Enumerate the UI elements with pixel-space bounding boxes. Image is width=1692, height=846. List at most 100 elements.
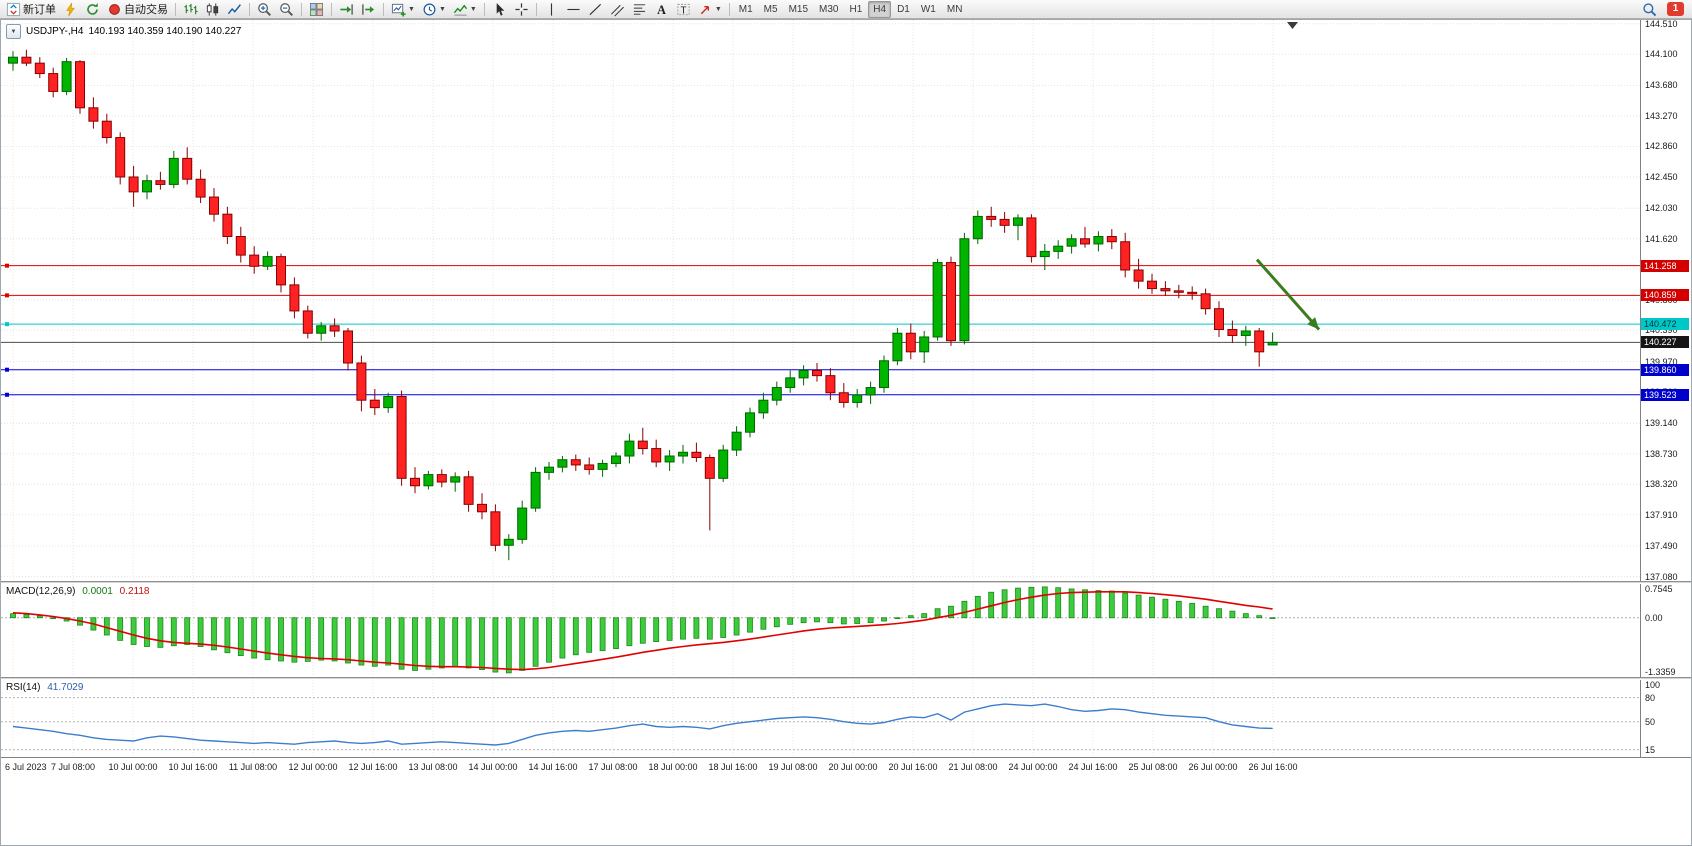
tile-windows-button[interactable] bbox=[306, 0, 327, 19]
panel-splitter[interactable] bbox=[1, 677, 1691, 680]
macd-indicator-label: MACD(12,26,9) 0.0001 0.2118 bbox=[6, 586, 149, 597]
time-axis: 6 Jul 2023 7 Jul 08:00 10 Jul 00:00 10 Jul … bbox=[1, 757, 1691, 778]
text-tool-button[interactable]: A bbox=[651, 0, 672, 19]
new-order-button[interactable]: 新订单 bbox=[3, 0, 59, 19]
profiles-button[interactable]: ▼ bbox=[419, 0, 449, 19]
textT-icon: T bbox=[676, 2, 691, 17]
crosshair-icon bbox=[514, 2, 529, 17]
one-click-trading-toggle[interactable]: ▼ bbox=[6, 24, 21, 39]
price-level-badge: 140.859 bbox=[1641, 289, 1689, 302]
toolbar-right-group: 1 bbox=[1639, 0, 1689, 19]
cursor-mode-button[interactable] bbox=[489, 0, 510, 19]
auto-trading-button[interactable]: 自动交易 bbox=[104, 0, 171, 19]
svg-text:A: A bbox=[657, 3, 666, 17]
time-tick-label: 14 Jul 00:00 bbox=[468, 762, 518, 772]
main-toolbar: 新订单 自动交易 ▼ ▼ ▼ A T ▼ M1 M5 M15 M30 H1 H4 D1 W1 MN 1 bbox=[0, 0, 1692, 19]
order-icon bbox=[6, 2, 21, 17]
indicators-list-button[interactable]: ▼ bbox=[450, 0, 480, 19]
vertical-line-tool-button[interactable] bbox=[541, 0, 562, 19]
zoom-out-button[interactable] bbox=[276, 0, 297, 19]
axis-tick-label: 144.510 bbox=[1645, 18, 1678, 29]
crosshair-mode-button[interactable] bbox=[511, 0, 532, 19]
axis-tick-label: 141.620 bbox=[1645, 233, 1678, 244]
time-tick-label: 18 Jul 00:00 bbox=[648, 762, 698, 772]
time-tick-label: 26 Jul 00:00 bbox=[1188, 762, 1238, 772]
macd-main-value: 0.0001 bbox=[82, 586, 113, 597]
axis-tick-label: 138.730 bbox=[1645, 448, 1678, 459]
timeframe-D1-button[interactable]: D1 bbox=[897, 3, 910, 15]
svg-text:T: T bbox=[680, 5, 686, 16]
candlestick-chart-button[interactable] bbox=[202, 0, 223, 19]
time-tick-label: 17 Jul 08:00 bbox=[588, 762, 638, 772]
horizontal-line-tool-button[interactable] bbox=[563, 0, 584, 19]
timeframe-H4-button[interactable]: H4 bbox=[868, 0, 892, 18]
hline-icon bbox=[566, 2, 581, 17]
candlestick-chart[interactable] bbox=[1, 20, 1641, 581]
expert-advisors-button[interactable] bbox=[60, 0, 81, 19]
panel-splitter[interactable] bbox=[1, 581, 1691, 584]
equidistant-channel-tool-button[interactable] bbox=[607, 0, 628, 19]
current-price-badge: 140.227 bbox=[1641, 336, 1689, 349]
time-tick-label: 13 Jul 08:00 bbox=[408, 762, 458, 772]
axis-tick-label: 0.7545 bbox=[1645, 584, 1673, 594]
price-axis: 144.510 144.100 143.680 143.270 142.860 142.4… bbox=[1640, 18, 1691, 757]
text-label-tool-button[interactable]: T bbox=[673, 0, 694, 19]
toolbar-separator bbox=[249, 2, 250, 16]
chevron-down-icon: ▼ bbox=[469, 5, 477, 13]
search-button[interactable] bbox=[1639, 0, 1660, 19]
zoomout-icon bbox=[279, 2, 294, 17]
timeframe-M5-button[interactable]: M5 bbox=[763, 3, 778, 15]
rsi-indicator-chart[interactable] bbox=[1, 680, 1641, 757]
new-chart-button[interactable]: ▼ bbox=[388, 0, 418, 19]
bar-chart-button[interactable] bbox=[180, 0, 201, 19]
auto-scroll-button[interactable] bbox=[336, 0, 357, 19]
indicator-icon bbox=[453, 2, 468, 17]
timeframe-M15-button[interactable]: M15 bbox=[788, 3, 809, 15]
time-tick-label: 10 Jul 00:00 bbox=[108, 762, 158, 772]
timeframe-H1-button[interactable]: H1 bbox=[849, 3, 863, 15]
timeframe-W1-button[interactable]: W1 bbox=[920, 3, 936, 15]
bars-icon bbox=[183, 2, 198, 17]
rsi-value: 41.7029 bbox=[47, 682, 84, 693]
time-tick-label: 24 Jul 00:00 bbox=[1008, 762, 1058, 772]
lightning-icon bbox=[63, 2, 78, 17]
toolbar-separator bbox=[728, 2, 730, 16]
zoom-in-button[interactable] bbox=[254, 0, 275, 19]
timeframe-MN-button[interactable]: MN bbox=[946, 3, 963, 15]
axis-tick-label: -1.3359 bbox=[1645, 667, 1676, 677]
line-chart-button[interactable] bbox=[224, 0, 245, 19]
chart-symbol-title: USDJPY-,H4 bbox=[26, 26, 84, 37]
chart-shift-button[interactable] bbox=[358, 0, 379, 19]
timeframe-M1-button[interactable]: M1 bbox=[738, 3, 753, 15]
axis-tick-label: 50 bbox=[1645, 716, 1656, 727]
timeframe-M30-button[interactable]: M30 bbox=[819, 3, 839, 15]
refresh-button[interactable] bbox=[82, 0, 103, 19]
chart-ohlc-values: 140.193 140.359 140.190 140.227 bbox=[88, 26, 242, 37]
clock-icon bbox=[422, 2, 437, 17]
trendline-tool-button[interactable] bbox=[585, 0, 606, 19]
time-tick-label: 20 Jul 00:00 bbox=[828, 762, 878, 772]
axis-tick-label: 0.00 bbox=[1645, 612, 1663, 623]
axis-tick-label: 142.450 bbox=[1645, 171, 1678, 182]
macd-indicator-chart[interactable] bbox=[1, 584, 1641, 677]
time-tick-label: 14 Jul 16:00 bbox=[528, 762, 578, 772]
fibo-icon bbox=[632, 2, 647, 17]
auto-trading-label: 自动交易 bbox=[124, 4, 168, 16]
axis-tick-label: 137.910 bbox=[1645, 509, 1678, 520]
axis-tick-label: 144.100 bbox=[1645, 49, 1678, 60]
notifications-badge[interactable]: 1 bbox=[1667, 2, 1684, 16]
axis-tick-label: 143.680 bbox=[1645, 80, 1678, 91]
time-tick-label: 24 Jul 16:00 bbox=[1068, 762, 1118, 772]
axis-tick-label: 143.270 bbox=[1645, 110, 1678, 121]
vline-icon bbox=[544, 2, 559, 17]
axis-tick-label: 137.080 bbox=[1645, 571, 1678, 582]
fibonacci-tool-button[interactable] bbox=[629, 0, 650, 19]
linechart-icon bbox=[227, 2, 242, 17]
arrows-tool-button[interactable]: ▼ bbox=[695, 0, 725, 19]
axis-tick-label: 138.320 bbox=[1645, 479, 1678, 490]
toolbar-separator bbox=[383, 2, 384, 16]
time-tick-label: 20 Jul 16:00 bbox=[888, 762, 938, 772]
chart-window: ▼ USDJPY-,H4 140.193 140.359 140.190 140… bbox=[0, 19, 1692, 846]
chevron-down-icon: ▼ bbox=[408, 5, 415, 13]
toolbar-separator bbox=[535, 2, 537, 16]
